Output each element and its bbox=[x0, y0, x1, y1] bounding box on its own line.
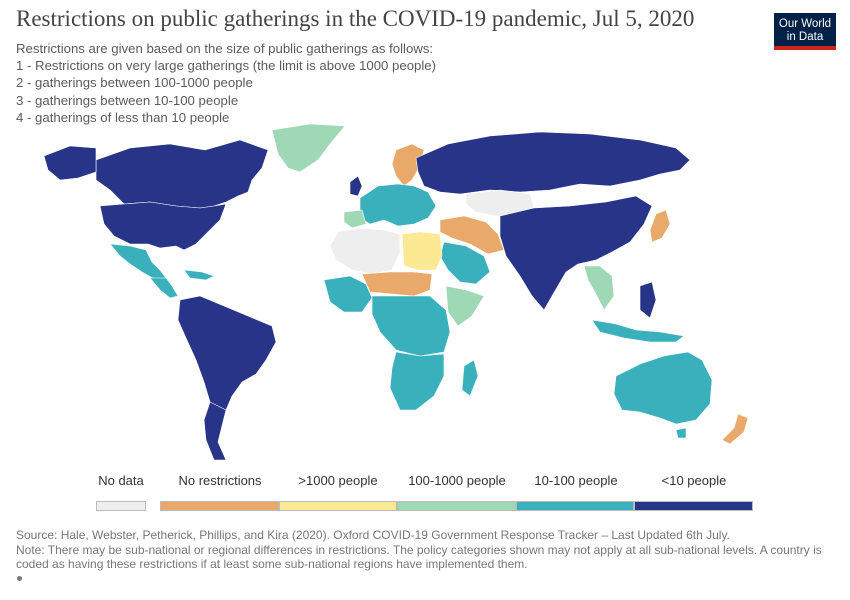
legend-label: No restrictions bbox=[178, 473, 262, 488]
owid-logo[interactable]: Our World in Data bbox=[774, 13, 836, 50]
source-note: Source: Hale, Webster, Petherick, Philli… bbox=[16, 528, 730, 542]
region-libya-egypt[interactable] bbox=[401, 231, 443, 271]
legend-label: >1000 people bbox=[298, 473, 378, 488]
legend-swatch-100-1000[interactable] bbox=[397, 501, 516, 511]
region-caribbean[interactable] bbox=[183, 269, 215, 281]
subtitle-line: 1 - Restrictions on very large gathering… bbox=[16, 58, 437, 74]
map-legend: No data No restrictions >1000 people 100… bbox=[0, 470, 850, 520]
region-australia[interactable] bbox=[613, 351, 713, 425]
region-new-zealand[interactable] bbox=[721, 413, 749, 445]
subtitle-line: 2 - gatherings between 100-1000 people bbox=[16, 75, 253, 91]
region-russia[interactable] bbox=[415, 131, 691, 195]
region-west-africa[interactable] bbox=[323, 275, 373, 313]
region-south-america[interactable] bbox=[177, 295, 277, 417]
region-alaska[interactable] bbox=[43, 145, 97, 181]
legend-label: 10-100 people bbox=[534, 473, 618, 488]
subtitle-line: Restrictions are given based on the size… bbox=[16, 41, 434, 56]
region-uk[interactable] bbox=[349, 175, 363, 197]
region-europe[interactable] bbox=[359, 183, 437, 227]
legend-swatch-no-data[interactable] bbox=[96, 501, 146, 511]
region-indonesia[interactable] bbox=[591, 319, 685, 343]
region-japan[interactable] bbox=[649, 209, 671, 243]
region-canada[interactable] bbox=[95, 139, 269, 209]
region-southeast-asia[interactable] bbox=[583, 265, 615, 311]
region-tasmania[interactable] bbox=[675, 427, 687, 439]
logo-line: Our World bbox=[778, 18, 832, 30]
legend-label: <10 people bbox=[661, 473, 727, 488]
subtitle-line: 3 - gatherings between 10-100 people bbox=[16, 92, 239, 108]
subtitle-line: 4 - gatherings of less than 10 people bbox=[16, 109, 230, 125]
legend-swatch-10-100[interactable] bbox=[516, 501, 634, 511]
region-central-america[interactable] bbox=[149, 277, 179, 299]
logo-line: in Data bbox=[786, 31, 824, 43]
region-scandinavia[interactable] bbox=[391, 143, 425, 187]
region-southern-cone[interactable] bbox=[203, 401, 227, 460]
legend-label: No data bbox=[98, 473, 144, 488]
world-map bbox=[43, 123, 749, 460]
chart-title: Restrictions on public gatherings in the… bbox=[16, 6, 695, 31]
legend-swatch-over-1000[interactable] bbox=[279, 501, 397, 511]
region-middle-east[interactable] bbox=[439, 215, 505, 255]
region-usa[interactable] bbox=[99, 201, 227, 251]
region-north-africa[interactable] bbox=[329, 227, 401, 275]
region-southern-africa[interactable] bbox=[389, 351, 445, 411]
footnote: Note: There may be sub-national or regio… bbox=[16, 542, 822, 572]
region-madagascar[interactable] bbox=[461, 359, 479, 397]
region-mexico[interactable] bbox=[109, 243, 167, 281]
region-horn[interactable] bbox=[445, 285, 485, 327]
chart-footer: Source: Hale, Webster, Petherick, Philli… bbox=[16, 528, 836, 572]
legend-label: 100-1000 people bbox=[408, 473, 506, 488]
legend-swatch-under-10[interactable] bbox=[634, 501, 753, 511]
region-iberia[interactable] bbox=[343, 209, 367, 229]
legend-swatch-no-restrictions[interactable] bbox=[160, 501, 279, 511]
region-arabia[interactable] bbox=[439, 241, 491, 285]
region-philippines[interactable] bbox=[639, 281, 657, 319]
region-china-india[interactable] bbox=[499, 195, 653, 311]
region-greenland[interactable] bbox=[271, 123, 346, 173]
region-sahel[interactable] bbox=[361, 271, 433, 297]
timeline-dot[interactable] bbox=[17, 576, 22, 581]
region-central-africa[interactable] bbox=[371, 295, 451, 357]
chart-subtitle: Restrictions are given based on the size… bbox=[16, 40, 756, 126]
